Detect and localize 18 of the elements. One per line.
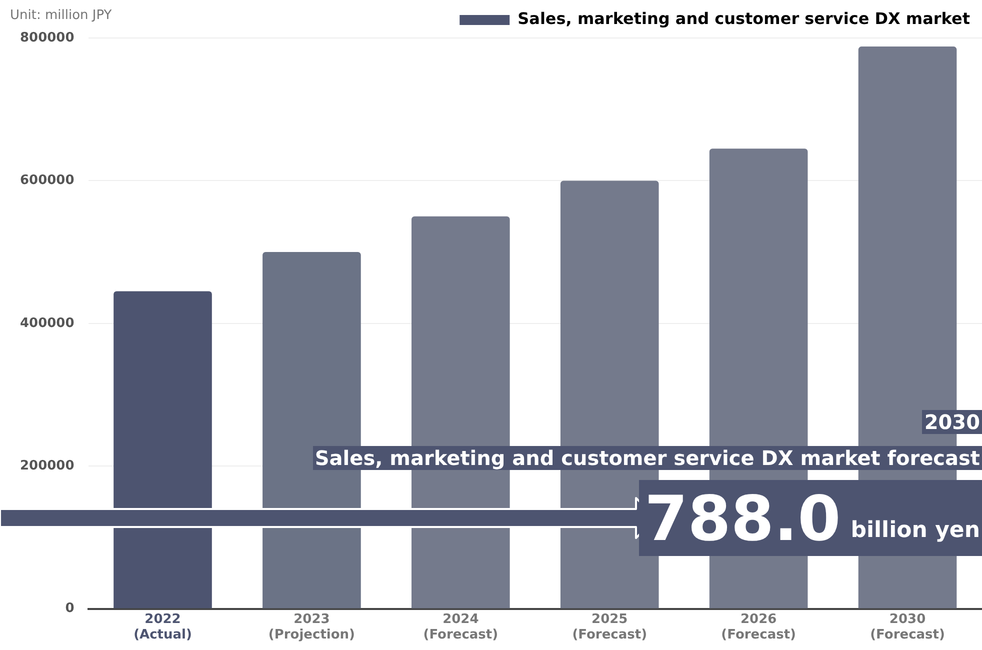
- annotation: 2030: [922, 410, 982, 434]
- annotation: billion yen: [850, 518, 980, 542]
- y-tick-label: 600000: [20, 173, 74, 188]
- y-tick-label: 800000: [20, 30, 74, 46]
- y-tick-label: 400000: [20, 316, 74, 331]
- y-tick-label: 0: [65, 601, 74, 616]
- x-tick-label: 2022 (Actual): [134, 612, 192, 643]
- x-tick-label: 2024 (Forecast): [423, 612, 498, 643]
- bar: [114, 291, 212, 608]
- x-tick-label: 2025 (Forecast): [572, 612, 648, 643]
- legend-label: Sales, marketing and customer service DX market: [518, 9, 970, 28]
- y-tick-label: 200000: [20, 458, 74, 474]
- annotation: Sales, marketing and customer service DX market forecast: [312, 446, 982, 470]
- x-tick-label: 2026 (Forecast): [721, 612, 796, 643]
- annotation: 788.0: [644, 482, 841, 554]
- x-tick-label: 2030 (Forecast): [870, 612, 945, 643]
- text: Unit: million JPY: [10, 8, 112, 23]
- x-tick-label: 2023 (Projection): [268, 612, 355, 643]
